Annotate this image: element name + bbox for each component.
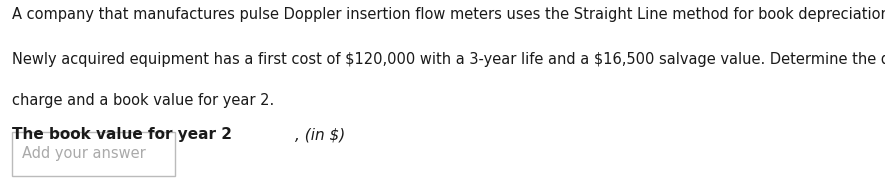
Text: Newly acquired equipment has a first cost of \$120,000 with a 3-year life and a : Newly acquired equipment has a first cos… bbox=[12, 52, 885, 67]
Text: Add your answer: Add your answer bbox=[22, 146, 146, 161]
Text: , (in \$): , (in \$) bbox=[296, 127, 346, 142]
FancyBboxPatch shape bbox=[12, 132, 175, 176]
Text: The book value for year 2: The book value for year 2 bbox=[12, 127, 232, 142]
Text: A company that manufactures pulse Doppler insertion flow meters uses the Straigh: A company that manufactures pulse Dopple… bbox=[12, 7, 885, 22]
Text: charge and a book value for year 2.: charge and a book value for year 2. bbox=[12, 94, 273, 108]
